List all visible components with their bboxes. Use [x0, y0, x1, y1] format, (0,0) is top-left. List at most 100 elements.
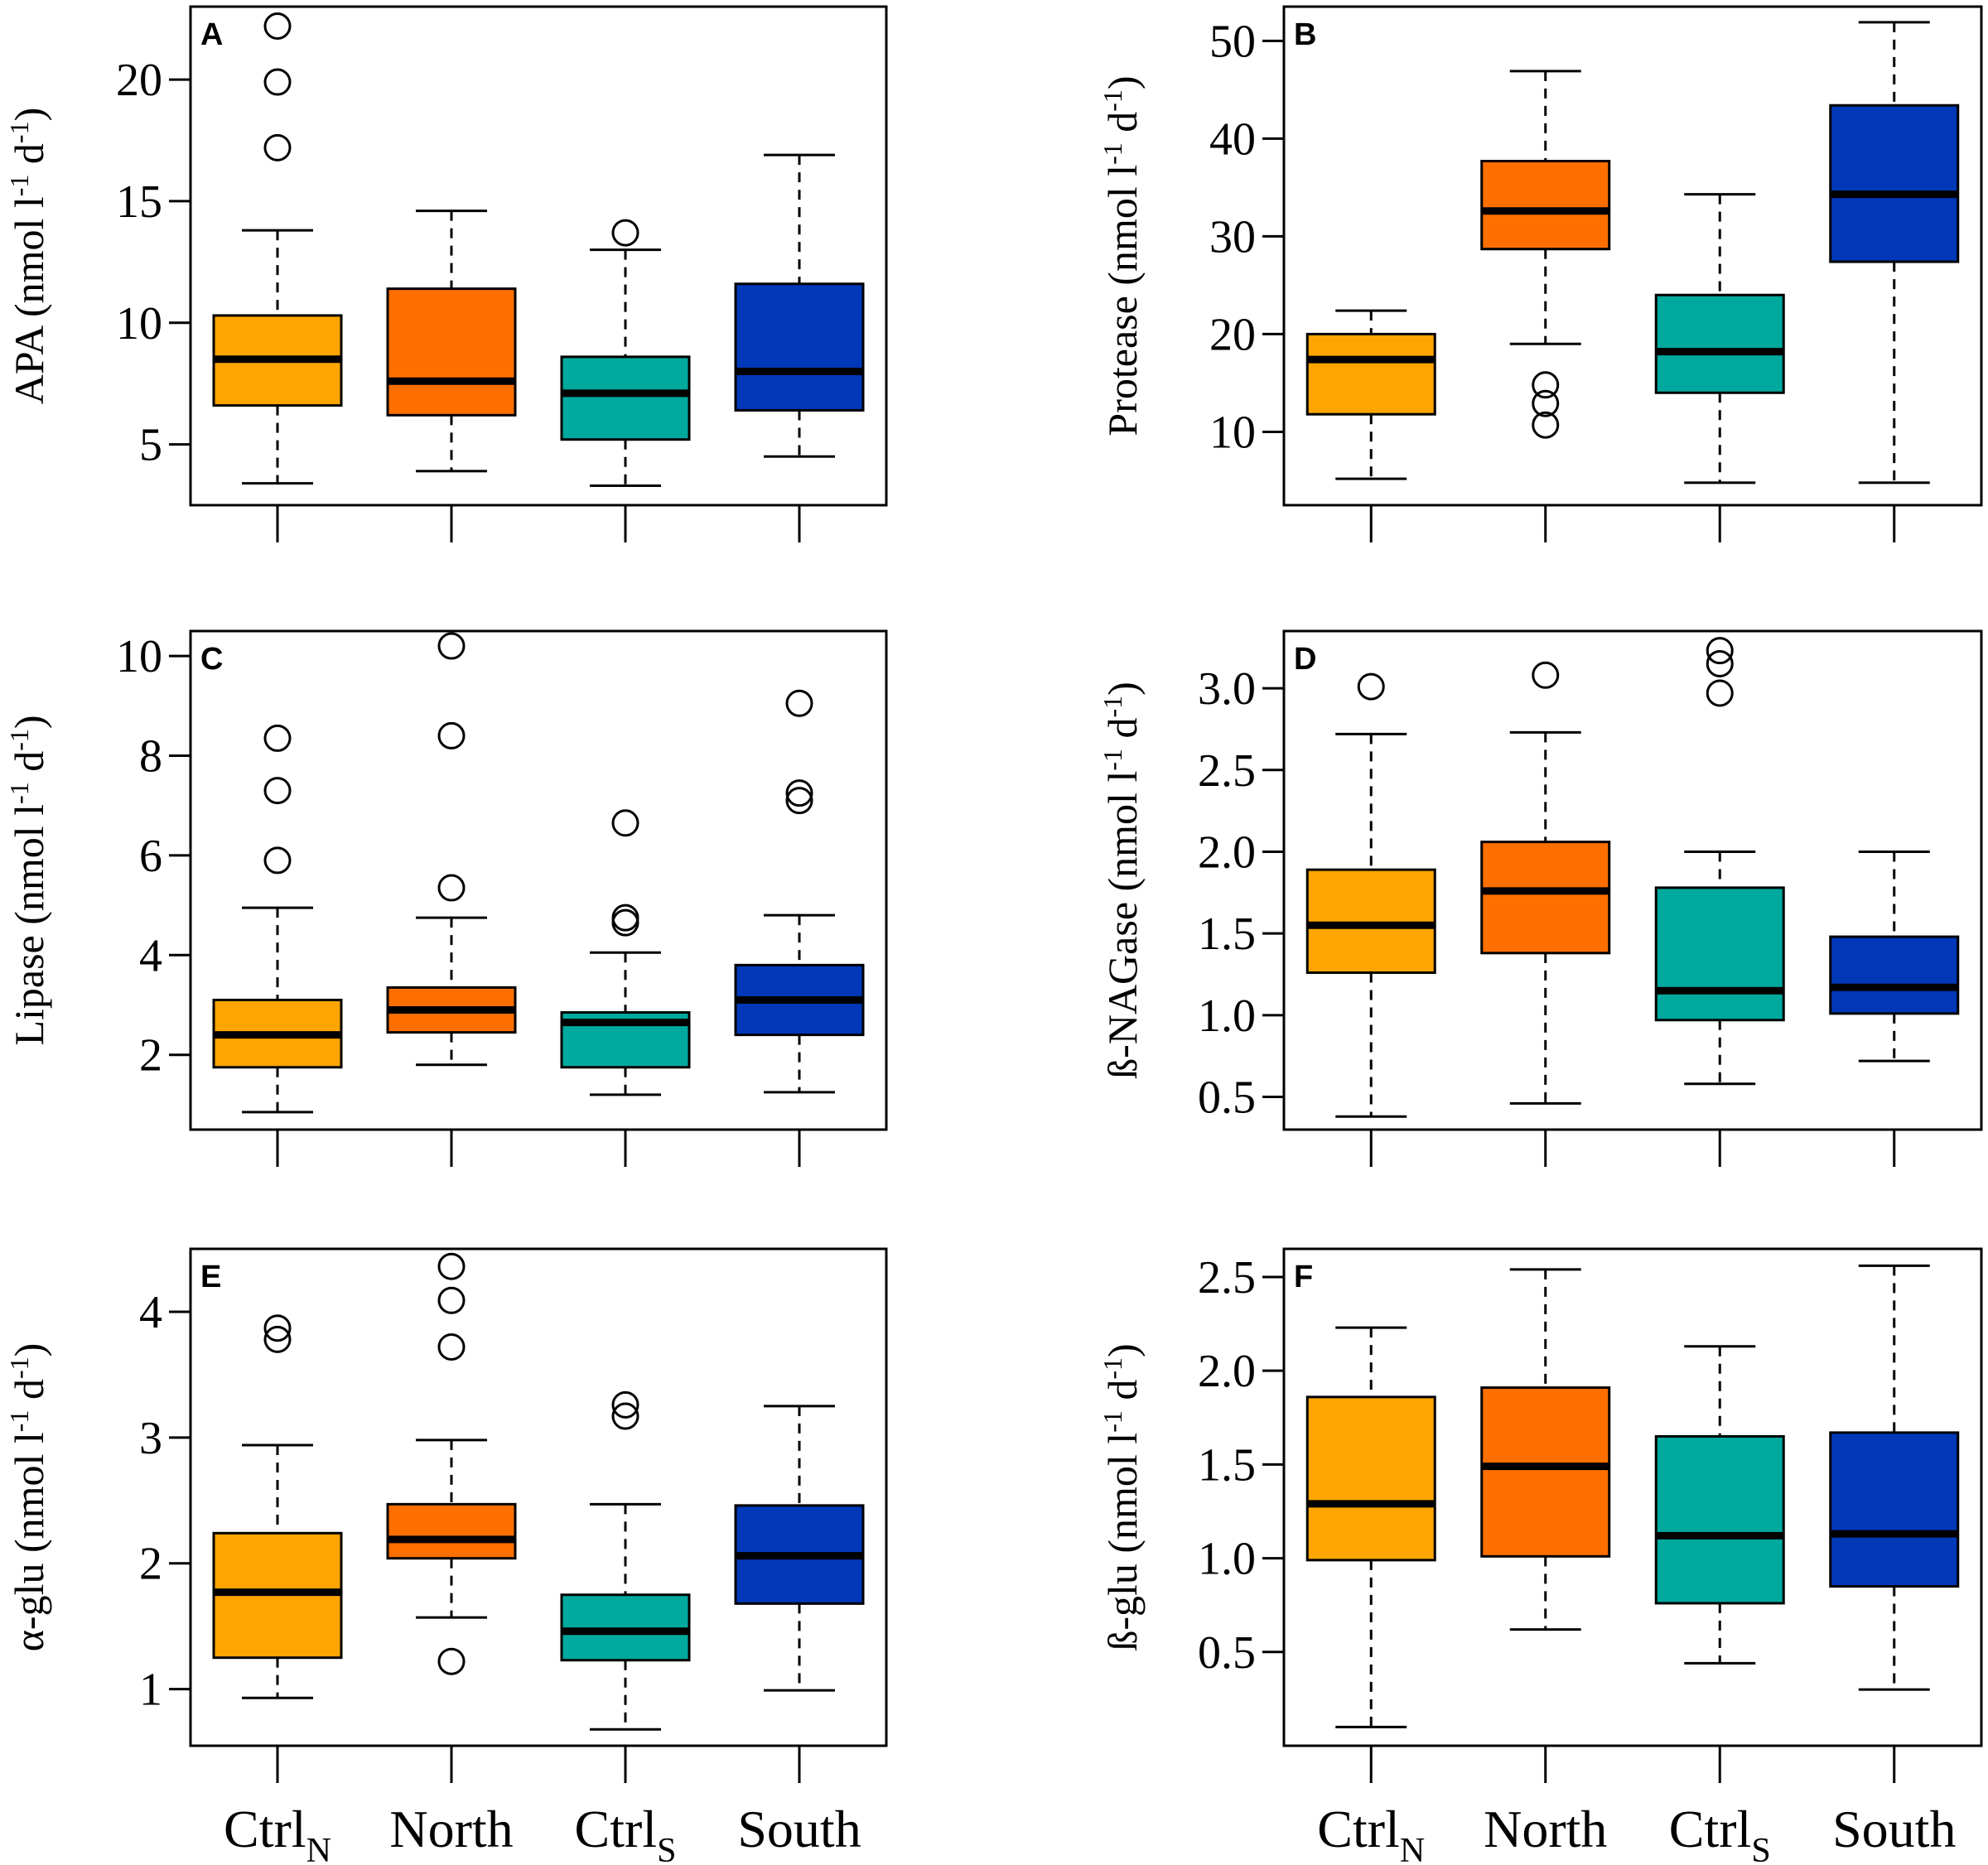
y-axis-label: ß-glu (nmol l-1 d-1): [1098, 1343, 1146, 1651]
y-tick-label: 20: [1209, 309, 1256, 360]
outlier-point: [1532, 411, 1560, 439]
x-category-label: North: [1484, 1800, 1607, 1858]
y-tick-label: 1.5: [1198, 1439, 1256, 1491]
outlier-point: [437, 632, 466, 660]
outlier-point: [437, 721, 466, 749]
y-axis-label-unit: d: [1099, 718, 1146, 749]
y-tick-label: 0.5: [1198, 1072, 1256, 1124]
y-axis-label-exponent: -1: [4, 1357, 34, 1379]
outlier-point: [263, 1325, 292, 1353]
outlier-point: [1532, 389, 1560, 417]
outlier-point: [611, 908, 639, 937]
y-axis-label-text: ß-glu (nmol l: [1099, 1433, 1146, 1651]
box-body: [1305, 332, 1436, 416]
y-axis-label-text: α-glu (nmol l: [6, 1432, 52, 1651]
y-axis-label-unit: d: [1099, 1380, 1146, 1411]
y-tick-label: 50: [1209, 16, 1256, 67]
outlier-point: [437, 1332, 466, 1361]
box-body: [1829, 935, 1960, 1015]
plot-frame: [189, 629, 888, 1131]
plot-frame: [189, 5, 888, 507]
y-tick-label: 10: [116, 298, 162, 349]
y-axis-label-exponent: -1: [1098, 142, 1127, 165]
y-axis-label: APA (nmol l-1 d-1): [4, 108, 52, 404]
box-body: [1654, 886, 1785, 1022]
y-axis-label-exponent: -1: [1098, 749, 1127, 771]
box-body: [1480, 160, 1611, 251]
outlier-point: [263, 846, 292, 875]
y-tick-label: 1: [139, 1665, 162, 1716]
y-tick-label: 6: [139, 831, 162, 882]
box-north: [386, 1252, 517, 1783]
box-ctrln: [212, 1314, 343, 1783]
y-tick-label: 1.5: [1198, 908, 1256, 960]
x-category-label: CtrlS: [575, 1800, 677, 1865]
y-tick-label: 2: [139, 1539, 162, 1590]
panel-letter: A: [200, 17, 223, 52]
outlier-point: [437, 1647, 466, 1675]
panel-letter: F: [1294, 1260, 1313, 1294]
y-tick-label: 2: [139, 1030, 162, 1082]
box-body: [560, 355, 691, 441]
box-body: [734, 282, 865, 412]
y-axis-label-exponent: -1: [1098, 1357, 1127, 1380]
y-axis-label-exponent: -1: [4, 175, 34, 197]
outlier-point: [263, 133, 292, 161]
outlier-point: [611, 904, 639, 932]
box-body: [1480, 1386, 1611, 1558]
y-tick-label: 0.5: [1198, 1627, 1256, 1679]
box-north: [1480, 1268, 1611, 1783]
outlier-point: [263, 724, 292, 752]
y-tick-label: 3: [139, 1413, 162, 1464]
y-tick-label: 2.0: [1198, 1346, 1256, 1397]
box-ctrls: [560, 219, 691, 542]
x-category-base: North: [389, 1800, 513, 1858]
outlier-point: [1357, 672, 1385, 701]
y-tick-label: 3.0: [1198, 663, 1256, 715]
outlier-point: [1532, 371, 1560, 399]
x-category-subscript: N: [1400, 1832, 1425, 1865]
box-ctrls: [1654, 1345, 1785, 1783]
y-axis-label-unit: d: [1099, 112, 1146, 143]
outlier-point: [437, 1286, 466, 1314]
x-category-base: North: [1484, 1800, 1607, 1858]
box-south: [1829, 1264, 1960, 1783]
y-tick-label: 4: [139, 1287, 162, 1338]
y-axis-label-unit: d: [6, 143, 52, 175]
y-axis-label: Lipase (nmol l-1 d-1): [4, 715, 52, 1045]
outlier-point: [263, 12, 292, 40]
outlier-point: [785, 689, 813, 717]
x-category-subscript: N: [306, 1832, 331, 1865]
x-category-subscript: S: [1751, 1832, 1770, 1865]
x-category-label: CtrlS: [1669, 1800, 1771, 1865]
y-tick-label: 30: [1209, 211, 1256, 263]
outlier-point: [263, 1314, 292, 1342]
box-ctrls: [560, 809, 691, 1167]
box-body: [1654, 293, 1785, 394]
outlier-point: [263, 777, 292, 805]
box-north: [386, 632, 517, 1167]
y-axis-label-exponent: -1: [4, 782, 34, 804]
outlier-point: [785, 779, 813, 807]
y-axis-label-unit: d: [6, 1379, 52, 1410]
x-category-subscript: S: [657, 1832, 676, 1865]
outlier-point: [785, 787, 813, 815]
outlier-point: [437, 1252, 466, 1280]
y-tick-label: 10: [116, 631, 162, 682]
y-tick-label: 8: [139, 731, 162, 783]
x-category-base: South: [737, 1800, 861, 1858]
y-axis-label: α-glu (nmol l-1 d-1): [4, 1343, 52, 1652]
plot-frame: [1282, 5, 1983, 507]
y-axis-label-close: ): [6, 715, 52, 729]
box-body: [1480, 841, 1611, 955]
outlier-point: [611, 1390, 639, 1419]
box-north: [386, 210, 517, 542]
panel-letter: E: [200, 1260, 221, 1294]
y-tick-label: 2.5: [1198, 1252, 1256, 1304]
box-south: [734, 153, 865, 542]
y-axis-label-text: ß-NAGase (nmol l: [1099, 771, 1146, 1079]
